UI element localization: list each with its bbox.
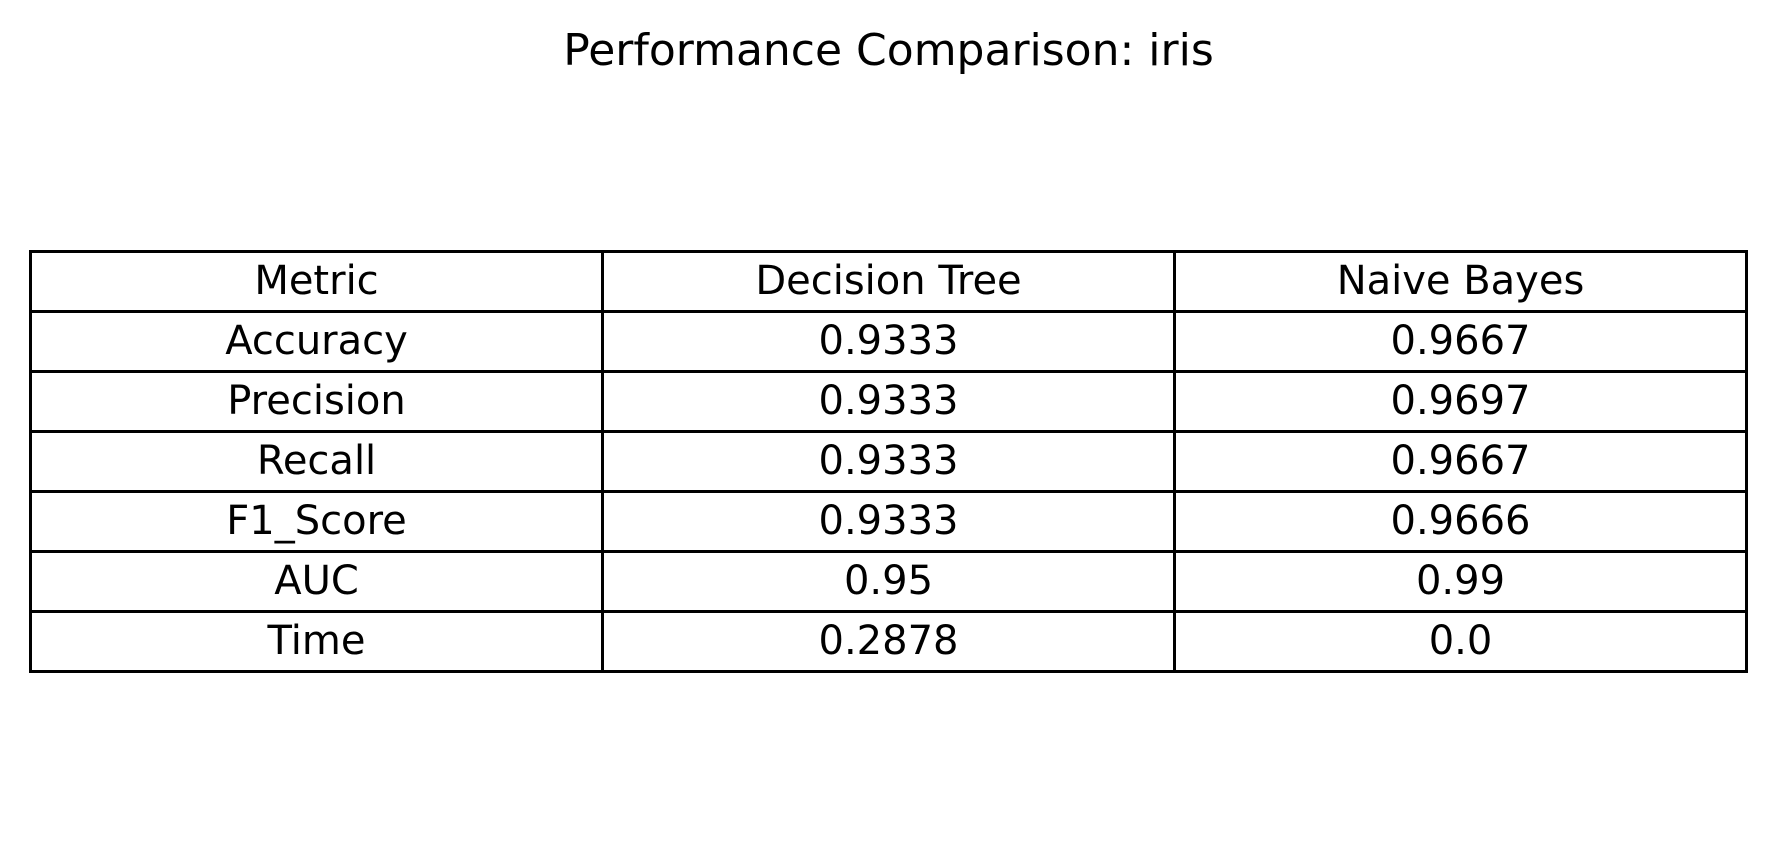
naive-bayes-cell: 0.0 (1173, 610, 1748, 673)
naive-bayes-cell: 0.9666 (1173, 490, 1748, 553)
header-cell-naive-bayes: Naive Bayes (1173, 250, 1748, 313)
naive-bayes-cell: 0.9667 (1173, 430, 1748, 493)
header-cell-decision-tree: Decision Tree (601, 250, 1176, 313)
table-row: F1_Score 0.9333 0.9666 (29, 490, 1748, 553)
metrics-table-container: Metric Decision Tree Naive Bayes Accurac… (29, 250, 1748, 673)
decision-tree-cell: 0.9333 (601, 310, 1176, 373)
metric-cell: F1_Score (29, 490, 604, 553)
table-header: Metric Decision Tree Naive Bayes (29, 250, 1748, 313)
header-cell-metric: Metric (29, 250, 604, 313)
chart-title: Performance Comparison: iris (563, 25, 1214, 76)
metric-cell: AUC (29, 550, 604, 613)
metric-cell: Precision (29, 370, 604, 433)
naive-bayes-cell: 0.99 (1173, 550, 1748, 613)
metrics-table: Metric Decision Tree Naive Bayes Accurac… (29, 250, 1748, 673)
decision-tree-cell: 0.2878 (601, 610, 1176, 673)
decision-tree-cell: 0.9333 (601, 370, 1176, 433)
table-body: Accuracy 0.9333 0.9667 Precision 0.9333 … (29, 310, 1748, 673)
metric-cell: Accuracy (29, 310, 604, 373)
naive-bayes-cell: 0.9697 (1173, 370, 1748, 433)
table-row: Precision 0.9333 0.9697 (29, 370, 1748, 433)
decision-tree-cell: 0.9333 (601, 490, 1176, 553)
table-row: Time 0.2878 0.0 (29, 610, 1748, 673)
decision-tree-cell: 0.9333 (601, 430, 1176, 493)
decision-tree-cell: 0.95 (601, 550, 1176, 613)
naive-bayes-cell: 0.9667 (1173, 310, 1748, 373)
header-row: Metric Decision Tree Naive Bayes (29, 250, 1748, 313)
table-row: Recall 0.9333 0.9667 (29, 430, 1748, 493)
table-row: AUC 0.95 0.99 (29, 550, 1748, 613)
metric-cell: Time (29, 610, 604, 673)
table-row: Accuracy 0.9333 0.9667 (29, 310, 1748, 373)
metric-cell: Recall (29, 430, 604, 493)
